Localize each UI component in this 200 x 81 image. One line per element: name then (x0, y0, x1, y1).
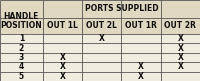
Bar (0, 18, 200, 34)
Text: 1: 1 (19, 34, 24, 43)
Text: OUT 2R: OUT 2R (164, 21, 196, 30)
Text: X: X (138, 72, 144, 81)
Text: PORTS SUPPLIED: PORTS SUPPLIED (85, 4, 158, 13)
Bar (0, 72, 200, 81)
Text: X: X (60, 72, 65, 81)
Text: POSITION: POSITION (1, 21, 42, 30)
Text: X: X (177, 44, 183, 53)
Text: X: X (177, 34, 183, 43)
Text: 3: 3 (19, 53, 24, 62)
Bar (0, 53, 200, 62)
Text: X: X (177, 62, 183, 71)
Text: HANDLE: HANDLE (4, 12, 39, 21)
Text: X: X (177, 53, 183, 62)
Text: X: X (99, 34, 105, 43)
Bar (0, 43, 200, 53)
Text: OUT 2L: OUT 2L (86, 21, 117, 30)
Text: X: X (138, 62, 144, 71)
Text: 2: 2 (19, 44, 24, 53)
Text: 4: 4 (19, 62, 24, 71)
Bar (0, 0, 200, 18)
Text: X: X (60, 62, 65, 71)
Text: 5: 5 (19, 72, 24, 81)
Bar (0, 34, 200, 43)
Bar (0, 62, 200, 72)
Text: X: X (60, 53, 65, 62)
Text: OUT 1L: OUT 1L (47, 21, 78, 30)
Text: OUT 1R: OUT 1R (125, 21, 157, 30)
